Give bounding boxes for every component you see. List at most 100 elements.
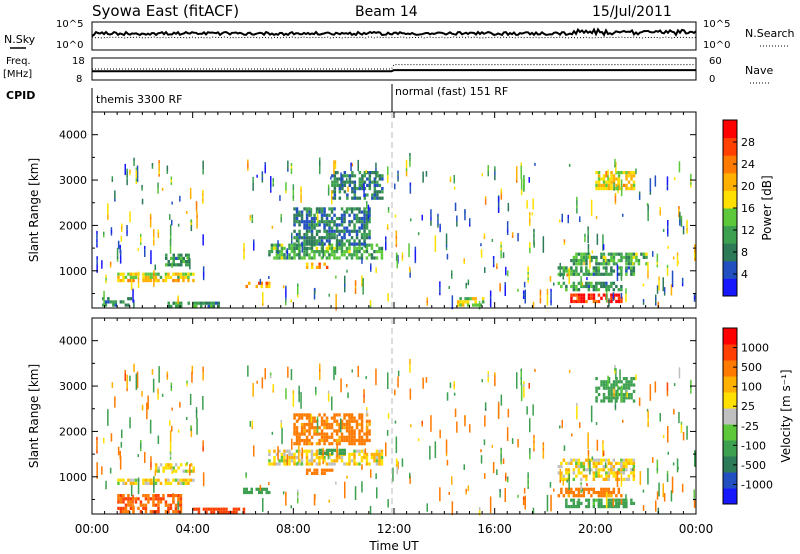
velocity-cell: [595, 458, 598, 462]
velocity-echo: [301, 455, 303, 459]
power-echo: [550, 291, 552, 295]
power-echo: [596, 233, 599, 237]
power-cell: [630, 255, 633, 259]
power-cell: [358, 229, 361, 233]
power-echo: [322, 249, 324, 253]
power-cell: [313, 220, 316, 224]
velocity-cell: [595, 474, 598, 478]
colorbar-swatch: [723, 424, 737, 441]
power-cell: [328, 220, 331, 224]
velocity-cell: [293, 462, 296, 466]
velocity-cell: [157, 466, 160, 470]
velocity-cell: [597, 501, 601, 505]
power-echo: [279, 197, 281, 201]
velocity-cell: [305, 442, 309, 446]
power-echo: [350, 168, 352, 171]
velocity-cell: [615, 471, 618, 475]
velocity-cell: [321, 451, 324, 456]
velocity-echo: [190, 428, 192, 431]
power-echo: [539, 295, 542, 298]
velocity-cell: [572, 477, 576, 481]
velocity-cell: [179, 510, 183, 514]
power-cell: [605, 266, 608, 270]
power-cell: [597, 266, 601, 270]
velocity-cell: [134, 497, 138, 501]
velocity-cell: [600, 399, 603, 403]
power-echo: [396, 262, 398, 266]
power-echo: [107, 211, 109, 215]
power-cell: [338, 229, 341, 233]
velocity-echo: [445, 453, 448, 457]
power-echo: [126, 171, 128, 175]
power-echo: [504, 293, 506, 296]
power-cell: [627, 187, 631, 191]
power-echo: [361, 280, 363, 284]
power-cell: [590, 272, 593, 276]
velocity-cell: [129, 497, 133, 501]
power-echo: [387, 171, 389, 175]
power-echo: [243, 256, 245, 260]
power-cell: [293, 242, 296, 246]
velocity-echo: [285, 396, 287, 400]
power-cell: [134, 275, 138, 279]
velocity-echo: [291, 438, 293, 442]
velocity-echo: [253, 450, 255, 454]
velocity-cell: [600, 458, 603, 462]
power-cell: [570, 269, 573, 273]
power-cell: [575, 266, 578, 270]
power-cell: [605, 269, 608, 273]
power-cell: [348, 207, 351, 211]
power-cell: [333, 171, 337, 175]
power-echo: [532, 203, 534, 207]
velocity-echo: [429, 445, 431, 449]
velocity-echo: [272, 389, 274, 393]
power-cell: [587, 281, 591, 285]
power-echo: [666, 176, 669, 180]
velocity-cell: [600, 383, 603, 387]
power-echo: [409, 161, 411, 165]
power-echo: [524, 295, 526, 299]
velocity-echo: [111, 384, 114, 388]
velocity-cell: [607, 494, 611, 498]
power-echo: [409, 269, 411, 273]
power-cell: [575, 293, 578, 297]
power-cell: [361, 183, 364, 187]
velocity-echo: [678, 420, 680, 424]
power-echo: [114, 190, 116, 194]
velocity-echo: [328, 499, 330, 503]
power-echo: [362, 286, 364, 290]
velocity-cell: [303, 432, 306, 436]
velocity-echo: [656, 459, 659, 463]
velocity-echo: [576, 413, 578, 417]
power-echo: [314, 287, 316, 291]
power-cell: [577, 259, 581, 263]
power-cell: [612, 259, 616, 263]
velocity-echo: [421, 420, 423, 424]
velocity-echo: [500, 402, 503, 406]
velocity-echo: [290, 505, 292, 509]
velocity-echo: [658, 490, 660, 494]
velocity-cell: [368, 432, 371, 436]
power-echo: [523, 175, 525, 179]
power-cell: [366, 171, 369, 175]
colorbar-tick-label: -100: [741, 439, 766, 452]
velocity-cell: [177, 510, 180, 514]
power-echo: [546, 291, 549, 295]
velocity-cell: [355, 419, 359, 423]
power-echo: [662, 282, 664, 286]
velocity-cell: [139, 500, 143, 504]
power-echo: [179, 198, 181, 202]
velocity-echo: [286, 454, 288, 458]
power-echo: [533, 239, 535, 243]
power-cell: [170, 263, 173, 267]
velocity-echo: [429, 454, 431, 457]
velocity-echo: [137, 488, 140, 492]
power-echo: [385, 244, 387, 248]
velocity-echo: [202, 480, 205, 484]
velocity-echo: [507, 479, 509, 483]
velocity-cell: [321, 448, 324, 452]
power-cell: [587, 293, 591, 297]
power-echo: [395, 233, 398, 237]
velocity-echo: [152, 381, 155, 385]
power-echo: [678, 214, 680, 218]
